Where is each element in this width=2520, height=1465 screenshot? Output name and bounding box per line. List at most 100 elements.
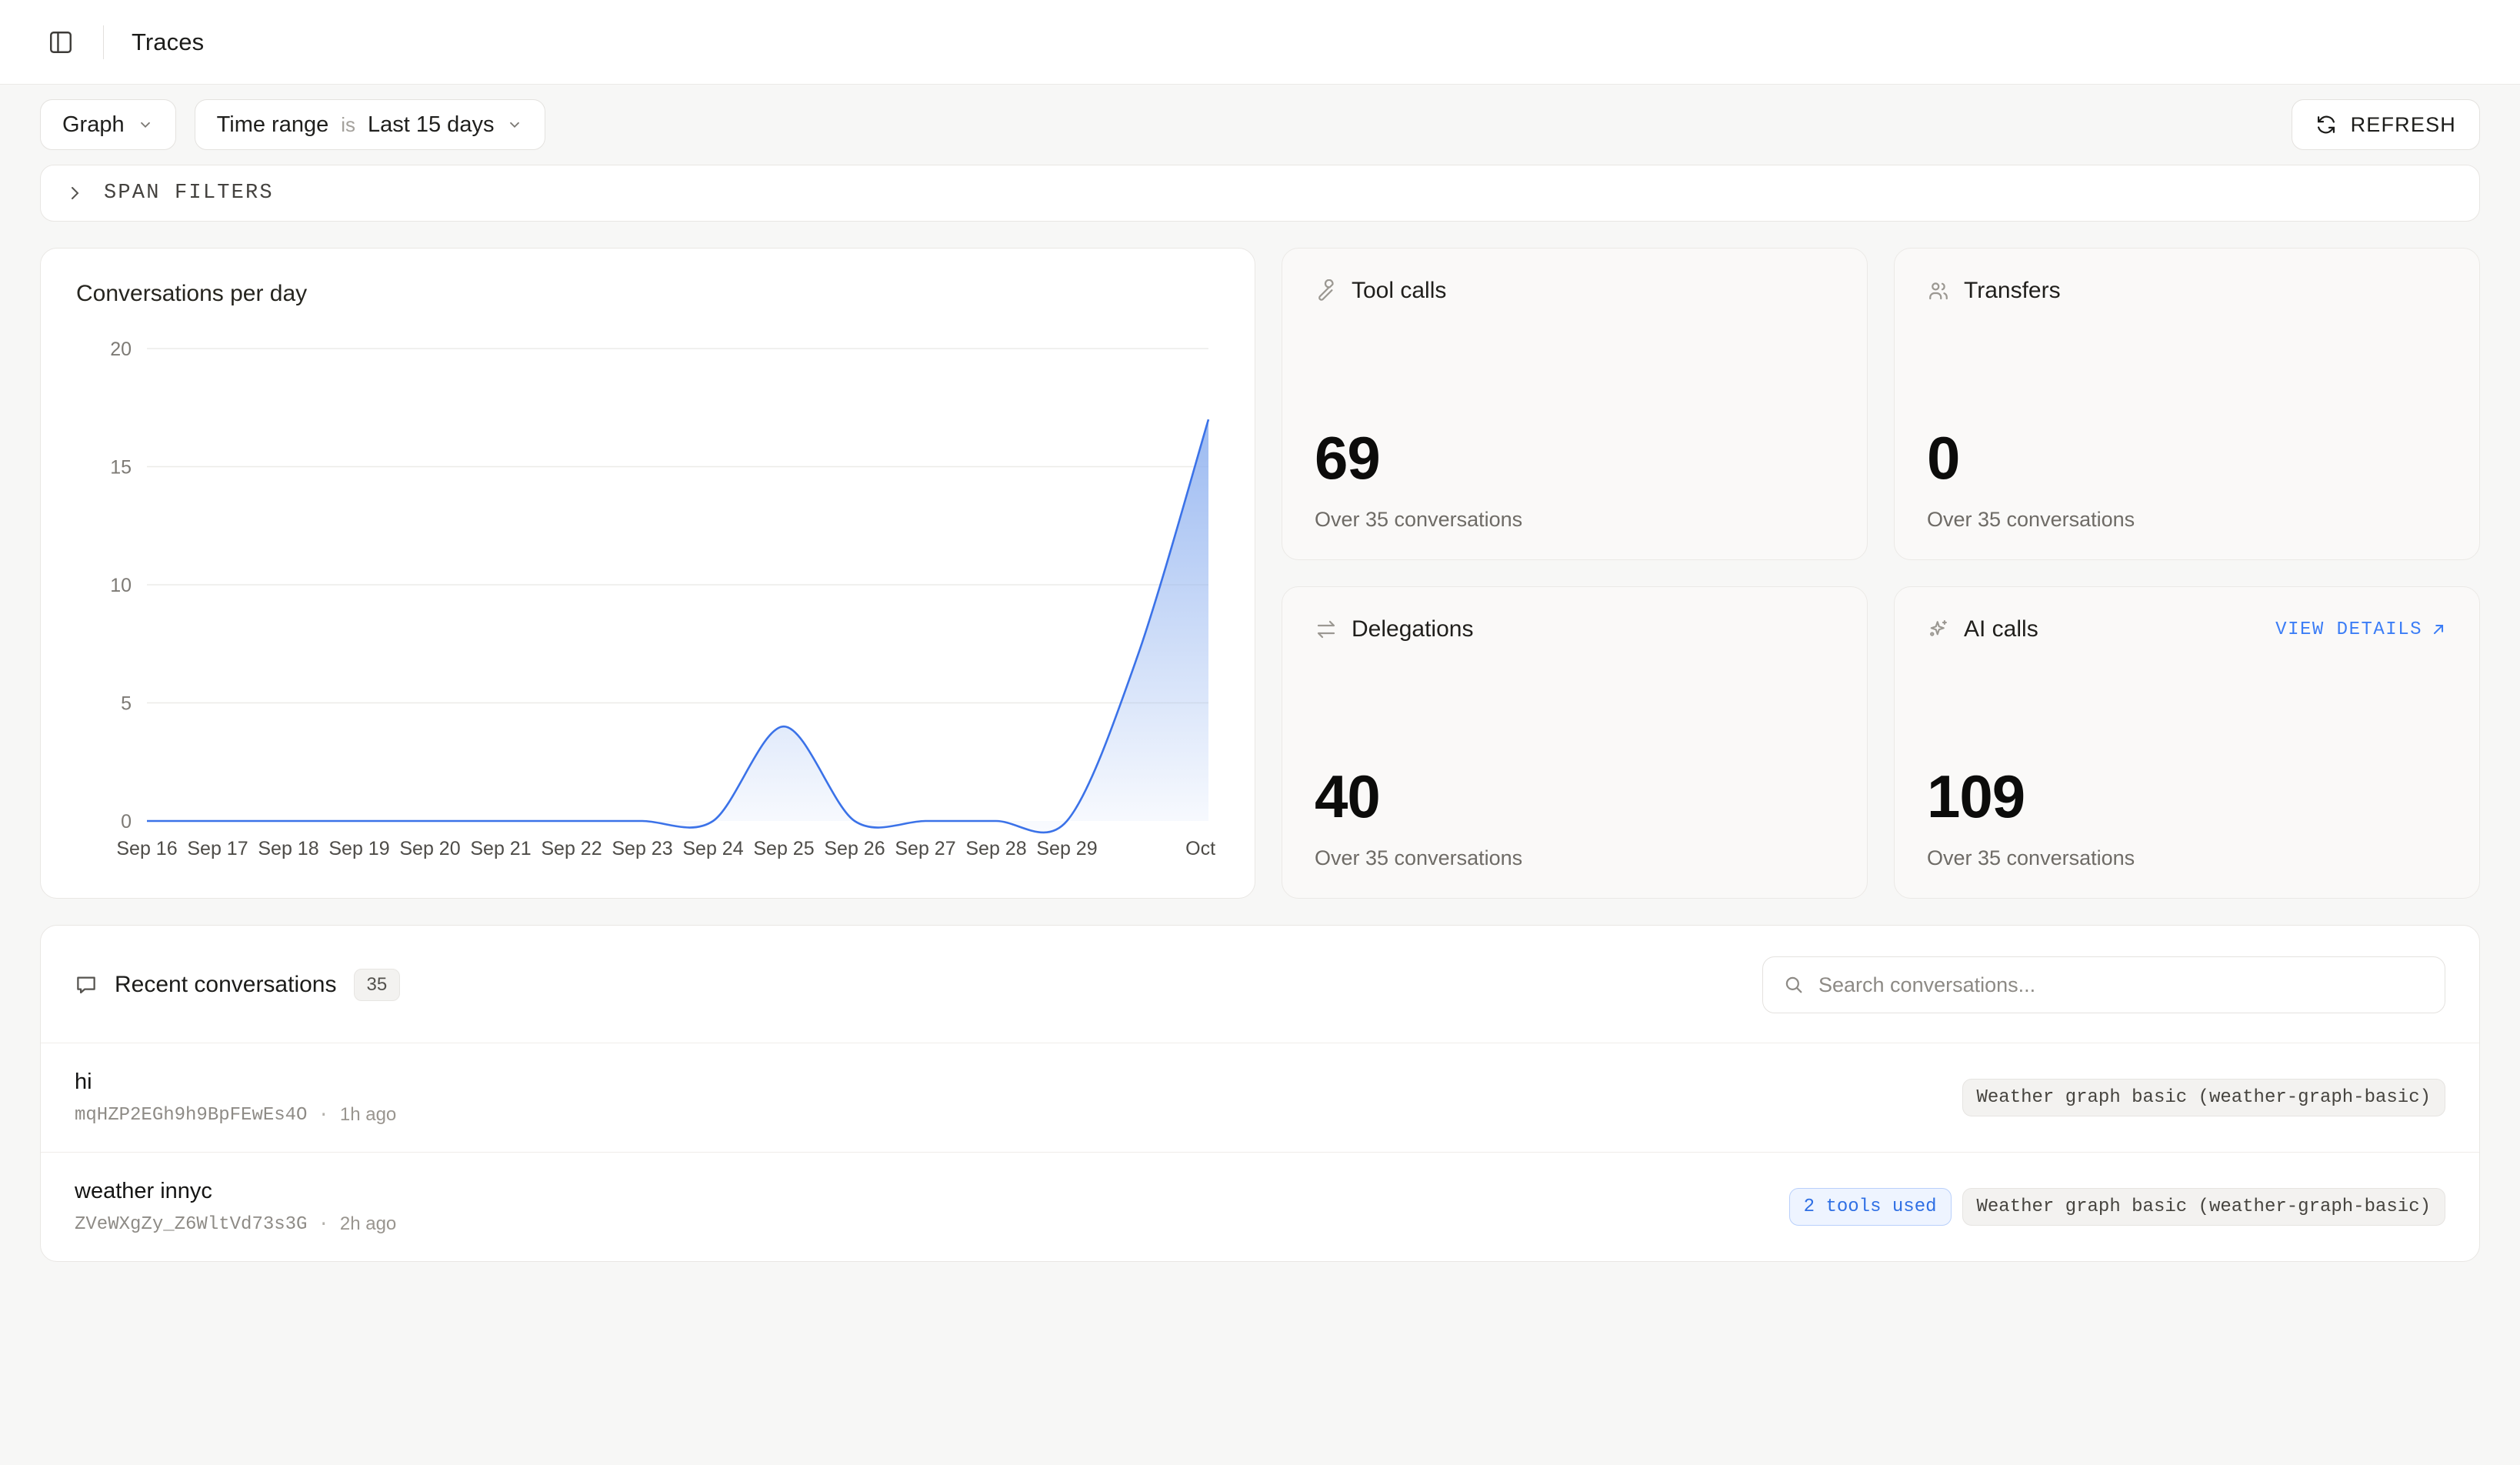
recent-conversations-header: Recent conversations 35 bbox=[41, 926, 2479, 1043]
svg-text:Sep 23: Sep 23 bbox=[612, 838, 672, 859]
svg-text:Sep 20: Sep 20 bbox=[399, 838, 460, 859]
chevron-down-icon bbox=[140, 122, 150, 128]
chart-title: Conversations per day bbox=[76, 281, 308, 306]
tools-used-badge[interactable]: 2 tools used bbox=[1788, 1188, 1952, 1226]
conversation-main: weather innyc ZVeWXgZy_Z6WltVd73s3G · 2h… bbox=[75, 1179, 1774, 1235]
svg-text:Sep 28: Sep 28 bbox=[965, 838, 1026, 859]
conversations-area-chart[interactable]: 0 5 10 15 20 Sep 16 Sep 17 Sep 18 Sep 19 Sep 20 Se… bbox=[76, 338, 1219, 876]
search-input[interactable] bbox=[1818, 973, 2425, 997]
svg-text:Sep 27: Sep 27 bbox=[895, 838, 955, 859]
span-filters-toggle[interactable]: SPAN FILTERS bbox=[40, 165, 2480, 222]
view-type-value: Graph bbox=[62, 112, 125, 137]
recent-conversations-title: Recent conversations bbox=[115, 972, 337, 997]
stat-label: Tool calls bbox=[1352, 278, 1447, 303]
conversation-meta: ZVeWXgZy_Z6WltVd73s3G · 2h ago bbox=[75, 1213, 1774, 1235]
stat-header: Tool calls bbox=[1315, 278, 1835, 304]
stat-value: 109 bbox=[1927, 763, 2025, 830]
svg-text:Sep 19: Sep 19 bbox=[328, 838, 389, 859]
conversation-main: hi mqHZP2EGh9h9BpFEwEs4O · 1h ago bbox=[75, 1070, 1947, 1126]
stats-row-top: Tool calls 69 Over 35 conversations Tran… bbox=[1282, 248, 2480, 560]
panel-left-icon bbox=[50, 31, 72, 53]
svg-text:0: 0 bbox=[121, 811, 132, 833]
svg-text:Sep 22: Sep 22 bbox=[541, 838, 602, 859]
agent-tag[interactable]: Weather graph basic (weather-graph-basic… bbox=[1962, 1188, 2445, 1226]
chevron-right-icon bbox=[72, 187, 79, 199]
conversation-id: ZVeWXgZy_Z6WltVd73s3G bbox=[75, 1213, 308, 1235]
meta-separator: · bbox=[318, 1104, 329, 1126]
stat-card-delegations: Delegations 40 Over 35 conversations bbox=[1282, 586, 1868, 899]
filter-bar: Graph Time range is Last 15 days REFRESH bbox=[0, 85, 2520, 165]
stat-header: Transfers bbox=[1927, 278, 2447, 304]
search-conversations-box[interactable] bbox=[1762, 956, 2445, 1013]
stat-subtitle: Over 35 conversations bbox=[1927, 508, 2135, 531]
conversation-timestamp: 2h ago bbox=[339, 1213, 397, 1234]
conversation-timestamp: 1h ago bbox=[339, 1104, 397, 1125]
dashboard-grid: Conversations per day 0 5 10 15 20 Sep 16 Sep … bbox=[0, 222, 2520, 899]
conversation-id: mqHZP2EGh9h9BpFEwEs4O bbox=[75, 1104, 308, 1126]
stat-card-tool-calls: Tool calls 69 Over 35 conversations bbox=[1282, 248, 1868, 560]
conversation-row[interactable]: weather innyc ZVeWXgZy_Z6WltVd73s3G · 2h… bbox=[41, 1152, 2479, 1261]
arrow-up-right-icon bbox=[2433, 624, 2444, 635]
users-icon bbox=[1929, 282, 1948, 300]
svg-text:Sep 25: Sep 25 bbox=[753, 838, 814, 859]
svg-text:Oct 1: Oct 1 bbox=[1185, 838, 1219, 859]
stat-card-ai-calls: AI calls VIEW DETAILS 109 Over 35 conver… bbox=[1894, 586, 2480, 899]
sidebar-toggle-button[interactable] bbox=[37, 18, 85, 66]
wrench-icon bbox=[1318, 279, 1334, 301]
svg-text:Sep 16: Sep 16 bbox=[116, 838, 177, 859]
header-divider bbox=[103, 25, 104, 59]
view-details-link[interactable]: VIEW DETAILS bbox=[2275, 619, 2447, 640]
span-filters-label: SPAN FILTERS bbox=[104, 182, 274, 205]
conversation-count-badge: 35 bbox=[353, 969, 401, 1001]
arrows-exchange-icon bbox=[1317, 620, 1335, 639]
refresh-label: REFRESH bbox=[2350, 112, 2456, 136]
stat-card-transfers: Transfers 0 Over 35 conversations bbox=[1894, 248, 2480, 560]
stats-row-bottom: Delegations 40 Over 35 conversations AI … bbox=[1282, 586, 2480, 899]
svg-text:15: 15 bbox=[110, 457, 132, 479]
span-filters-wrap: SPAN FILTERS bbox=[0, 165, 2520, 222]
stat-subtitle: Over 35 conversations bbox=[1927, 846, 2135, 869]
agent-tag[interactable]: Weather graph basic (weather-graph-basic… bbox=[1962, 1079, 2445, 1116]
conversation-name: hi bbox=[75, 1070, 92, 1094]
stat-label: Transfers bbox=[1964, 278, 2061, 303]
chevron-down-icon bbox=[510, 122, 520, 128]
search-icon bbox=[1785, 976, 1802, 993]
stat-value: 0 bbox=[1927, 424, 1960, 492]
svg-text:Sep 26: Sep 26 bbox=[824, 838, 885, 859]
refresh-button[interactable]: REFRESH bbox=[2291, 99, 2480, 150]
svg-text:20: 20 bbox=[110, 339, 132, 360]
stat-subtitle: Over 35 conversations bbox=[1315, 846, 1523, 869]
top-bar: Traces bbox=[0, 0, 2520, 85]
view-type-select[interactable]: Graph bbox=[40, 99, 176, 150]
time-range-operator: is bbox=[341, 112, 355, 136]
conversation-name: weather innyc bbox=[75, 1179, 212, 1203]
svg-text:Sep 24: Sep 24 bbox=[682, 838, 743, 859]
page-title: Traces bbox=[132, 28, 205, 55]
stat-header: AI calls VIEW DETAILS bbox=[1927, 616, 2447, 642]
conversation-meta: mqHZP2EGh9h9BpFEwEs4O · 1h ago bbox=[75, 1104, 1947, 1126]
stat-label: AI calls bbox=[1964, 616, 2038, 642]
stats-column: Tool calls 69 Over 35 conversations Tran… bbox=[1282, 248, 2480, 899]
conversations-chart-card: Conversations per day 0 5 10 15 20 Sep 16 Sep … bbox=[40, 248, 1255, 899]
svg-text:5: 5 bbox=[121, 693, 132, 715]
time-range-value: Last 15 days bbox=[368, 112, 495, 137]
stat-value: 69 bbox=[1315, 424, 1381, 492]
conversation-tags: 2 tools used Weather graph basic (weathe… bbox=[1788, 1188, 2445, 1226]
sparkles-icon bbox=[1930, 619, 1947, 636]
time-range-filter[interactable]: Time range is Last 15 days bbox=[194, 99, 546, 150]
svg-text:10: 10 bbox=[110, 575, 132, 596]
meta-separator: · bbox=[318, 1213, 329, 1235]
message-square-icon bbox=[77, 976, 95, 994]
stat-subtitle: Over 35 conversations bbox=[1315, 508, 1523, 531]
view-details-label: VIEW DETAILS bbox=[2275, 619, 2422, 640]
chart-body: 0 5 10 15 20 Sep 16 Sep 17 Sep 18 Sep 19 Sep 20 Se… bbox=[76, 338, 1219, 876]
svg-text:Sep 21: Sep 21 bbox=[470, 838, 531, 859]
stat-header: Delegations bbox=[1315, 616, 1835, 642]
svg-text:Sep 17: Sep 17 bbox=[187, 838, 248, 859]
conversation-row[interactable]: hi mqHZP2EGh9h9BpFEwEs4O · 1h ago Weathe… bbox=[41, 1043, 2479, 1152]
time-range-label: Time range bbox=[216, 112, 329, 137]
stat-label: Delegations bbox=[1352, 616, 1474, 642]
svg-text:Sep 18: Sep 18 bbox=[258, 838, 318, 859]
conversation-tags: Weather graph basic (weather-graph-basic… bbox=[1962, 1079, 2445, 1116]
refresh-icon bbox=[2317, 115, 2335, 134]
